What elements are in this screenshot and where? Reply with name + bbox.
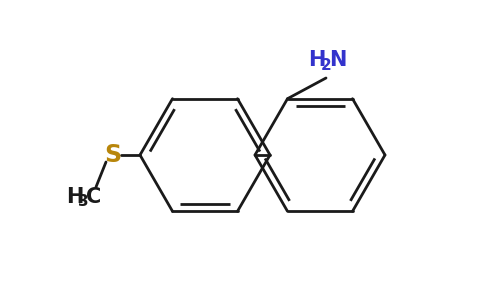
Text: N: N	[329, 50, 347, 70]
Text: H: H	[308, 50, 325, 70]
Text: S: S	[105, 143, 121, 167]
Text: 2: 2	[321, 58, 332, 73]
Text: C: C	[86, 187, 101, 207]
Text: H: H	[66, 187, 83, 207]
Text: 3: 3	[78, 194, 89, 208]
